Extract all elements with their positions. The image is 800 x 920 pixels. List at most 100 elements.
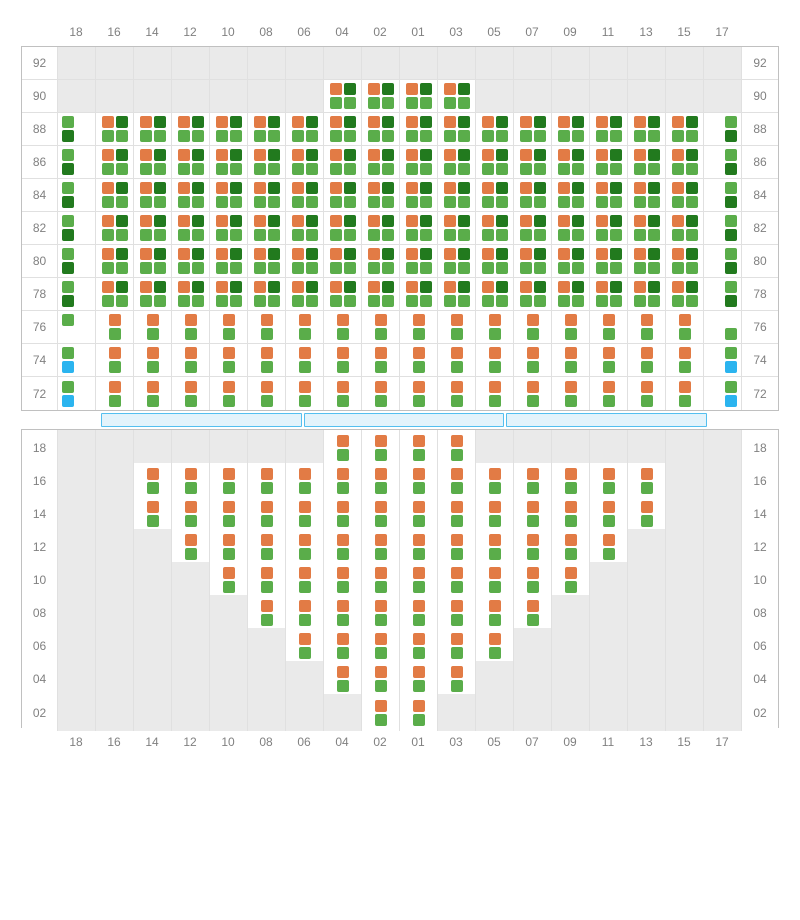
seat-dot[interactable]	[116, 163, 128, 175]
seat-dot[interactable]	[672, 182, 684, 194]
seat-dot[interactable]	[192, 215, 204, 227]
seat-dot[interactable]	[330, 295, 342, 307]
seat-dot[interactable]	[451, 501, 463, 513]
seat-dot[interactable]	[306, 295, 318, 307]
seat-dot[interactable]	[216, 130, 228, 142]
seat-dot[interactable]	[572, 182, 584, 194]
seat-dot[interactable]	[534, 182, 546, 194]
seat-dot[interactable]	[413, 435, 425, 447]
seat-dot[interactable]	[102, 149, 114, 161]
seat-dot[interactable]	[140, 215, 152, 227]
seat-dot[interactable]	[596, 116, 608, 128]
seat-dot[interactable]	[572, 116, 584, 128]
seat-dot[interactable]	[458, 248, 470, 260]
seat-dot[interactable]	[725, 281, 737, 293]
seat-dot[interactable]	[534, 149, 546, 161]
seat-dot[interactable]	[413, 614, 425, 626]
seat-dot[interactable]	[489, 347, 501, 359]
seat-dot[interactable]	[482, 215, 494, 227]
seat-dot[interactable]	[344, 97, 356, 109]
seat-dot[interactable]	[185, 501, 197, 513]
seat-dot[interactable]	[375, 714, 387, 726]
seat-dot[interactable]	[116, 229, 128, 241]
seat-dot[interactable]	[444, 149, 456, 161]
seat-dot[interactable]	[679, 395, 691, 407]
seat-dot[interactable]	[527, 347, 539, 359]
seat-dot[interactable]	[420, 229, 432, 241]
seat-dot[interactable]	[337, 515, 349, 527]
seat-dot[interactable]	[116, 196, 128, 208]
seat-dot[interactable]	[634, 248, 646, 260]
seat-dot[interactable]	[261, 600, 273, 612]
seat-dot[interactable]	[520, 215, 532, 227]
seat-dot[interactable]	[330, 130, 342, 142]
seat-dot[interactable]	[520, 229, 532, 241]
seat-dot[interactable]	[192, 262, 204, 274]
seat-dot[interactable]	[268, 182, 280, 194]
seat-dot[interactable]	[679, 347, 691, 359]
seat-dot[interactable]	[444, 97, 456, 109]
seat-dot[interactable]	[102, 196, 114, 208]
seat-dot[interactable]	[672, 116, 684, 128]
seat-dot[interactable]	[451, 361, 463, 373]
seat-dot[interactable]	[610, 116, 622, 128]
seat-dot[interactable]	[489, 381, 501, 393]
seat-dot[interactable]	[216, 281, 228, 293]
seat-dot[interactable]	[223, 328, 235, 340]
seat-dot[interactable]	[572, 149, 584, 161]
seat-dot[interactable]	[610, 149, 622, 161]
seat-dot[interactable]	[261, 534, 273, 546]
seat-dot[interactable]	[292, 163, 304, 175]
seat-dot[interactable]	[368, 262, 380, 274]
seat-dot[interactable]	[62, 347, 74, 359]
seat-dot[interactable]	[344, 149, 356, 161]
seat-dot[interactable]	[154, 215, 166, 227]
seat-dot[interactable]	[178, 295, 190, 307]
seat-dot[interactable]	[299, 361, 311, 373]
seat-dot[interactable]	[596, 163, 608, 175]
seat-dot[interactable]	[610, 163, 622, 175]
seat-dot[interactable]	[140, 196, 152, 208]
seat-dot[interactable]	[375, 314, 387, 326]
seat-dot[interactable]	[116, 116, 128, 128]
seat-dot[interactable]	[268, 281, 280, 293]
seat-dot[interactable]	[641, 395, 653, 407]
seat-dot[interactable]	[527, 600, 539, 612]
seat-dot[interactable]	[534, 215, 546, 227]
seat-dot[interactable]	[192, 116, 204, 128]
seat-dot[interactable]	[254, 215, 266, 227]
seat-dot[interactable]	[375, 567, 387, 579]
seat-dot[interactable]	[648, 248, 660, 260]
seat-dot[interactable]	[344, 248, 356, 260]
seat-dot[interactable]	[634, 196, 646, 208]
seat-dot[interactable]	[451, 614, 463, 626]
seat-dot[interactable]	[154, 182, 166, 194]
seat-dot[interactable]	[254, 281, 266, 293]
seat-dot[interactable]	[451, 600, 463, 612]
seat-dot[interactable]	[382, 130, 394, 142]
seat-dot[interactable]	[482, 295, 494, 307]
seat-dot[interactable]	[648, 229, 660, 241]
seat-dot[interactable]	[261, 567, 273, 579]
seat-dot[interactable]	[306, 182, 318, 194]
seat-dot[interactable]	[603, 395, 615, 407]
seat-dot[interactable]	[192, 295, 204, 307]
seat-dot[interactable]	[375, 395, 387, 407]
seat-dot[interactable]	[109, 328, 121, 340]
seat-dot[interactable]	[534, 295, 546, 307]
seat-dot[interactable]	[413, 449, 425, 461]
seat-dot[interactable]	[299, 534, 311, 546]
seat-dot[interactable]	[292, 116, 304, 128]
seat-dot[interactable]	[147, 395, 159, 407]
seat-dot[interactable]	[527, 381, 539, 393]
seat-dot[interactable]	[368, 196, 380, 208]
seat-dot[interactable]	[672, 130, 684, 142]
seat-dot[interactable]	[520, 163, 532, 175]
seat-dot[interactable]	[406, 182, 418, 194]
seat-dot[interactable]	[420, 182, 432, 194]
seat-dot[interactable]	[413, 395, 425, 407]
seat-dot[interactable]	[596, 295, 608, 307]
seat-dot[interactable]	[648, 163, 660, 175]
seat-dot[interactable]	[337, 381, 349, 393]
seat-dot[interactable]	[520, 262, 532, 274]
